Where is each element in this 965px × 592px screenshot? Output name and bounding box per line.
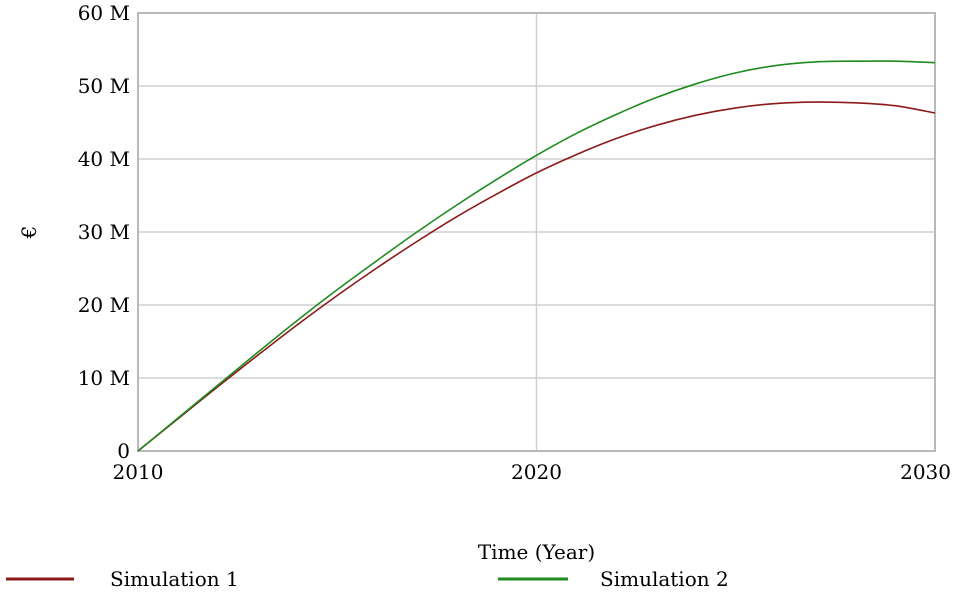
plot-area: [137, 12, 936, 452]
y-tick-label: 10 M: [78, 366, 130, 390]
x-tick-label: 2020: [511, 460, 562, 484]
y-tick-label: 30 M: [78, 220, 130, 244]
series-line-1: [137, 101, 936, 452]
legend-label-2: Simulation 2: [600, 567, 729, 591]
y-tick-label: 20 M: [78, 293, 130, 317]
y-axis-label: €: [17, 226, 41, 240]
x-axis: 2010 2020 2030: [113, 460, 951, 484]
legend: Simulation 1 Simulation 2: [6, 567, 729, 591]
x-tick-label: 2030: [900, 460, 951, 484]
grid: [138, 13, 935, 451]
legend-label-1: Simulation 1: [110, 567, 239, 591]
series-line-2: [137, 60, 936, 452]
y-axis: 0 10 M 20 M 30 M 40 M 50 M 60 M: [78, 1, 130, 463]
y-tick-label: 40 M: [78, 147, 130, 171]
x-tick-label: 2010: [113, 460, 164, 484]
y-tick-label: 0: [117, 439, 130, 463]
y-tick-label: 50 M: [78, 74, 130, 98]
x-axis-label: Time (Year): [478, 540, 595, 564]
series-layer: [137, 60, 936, 452]
y-tick-label: 60 M: [78, 1, 130, 25]
